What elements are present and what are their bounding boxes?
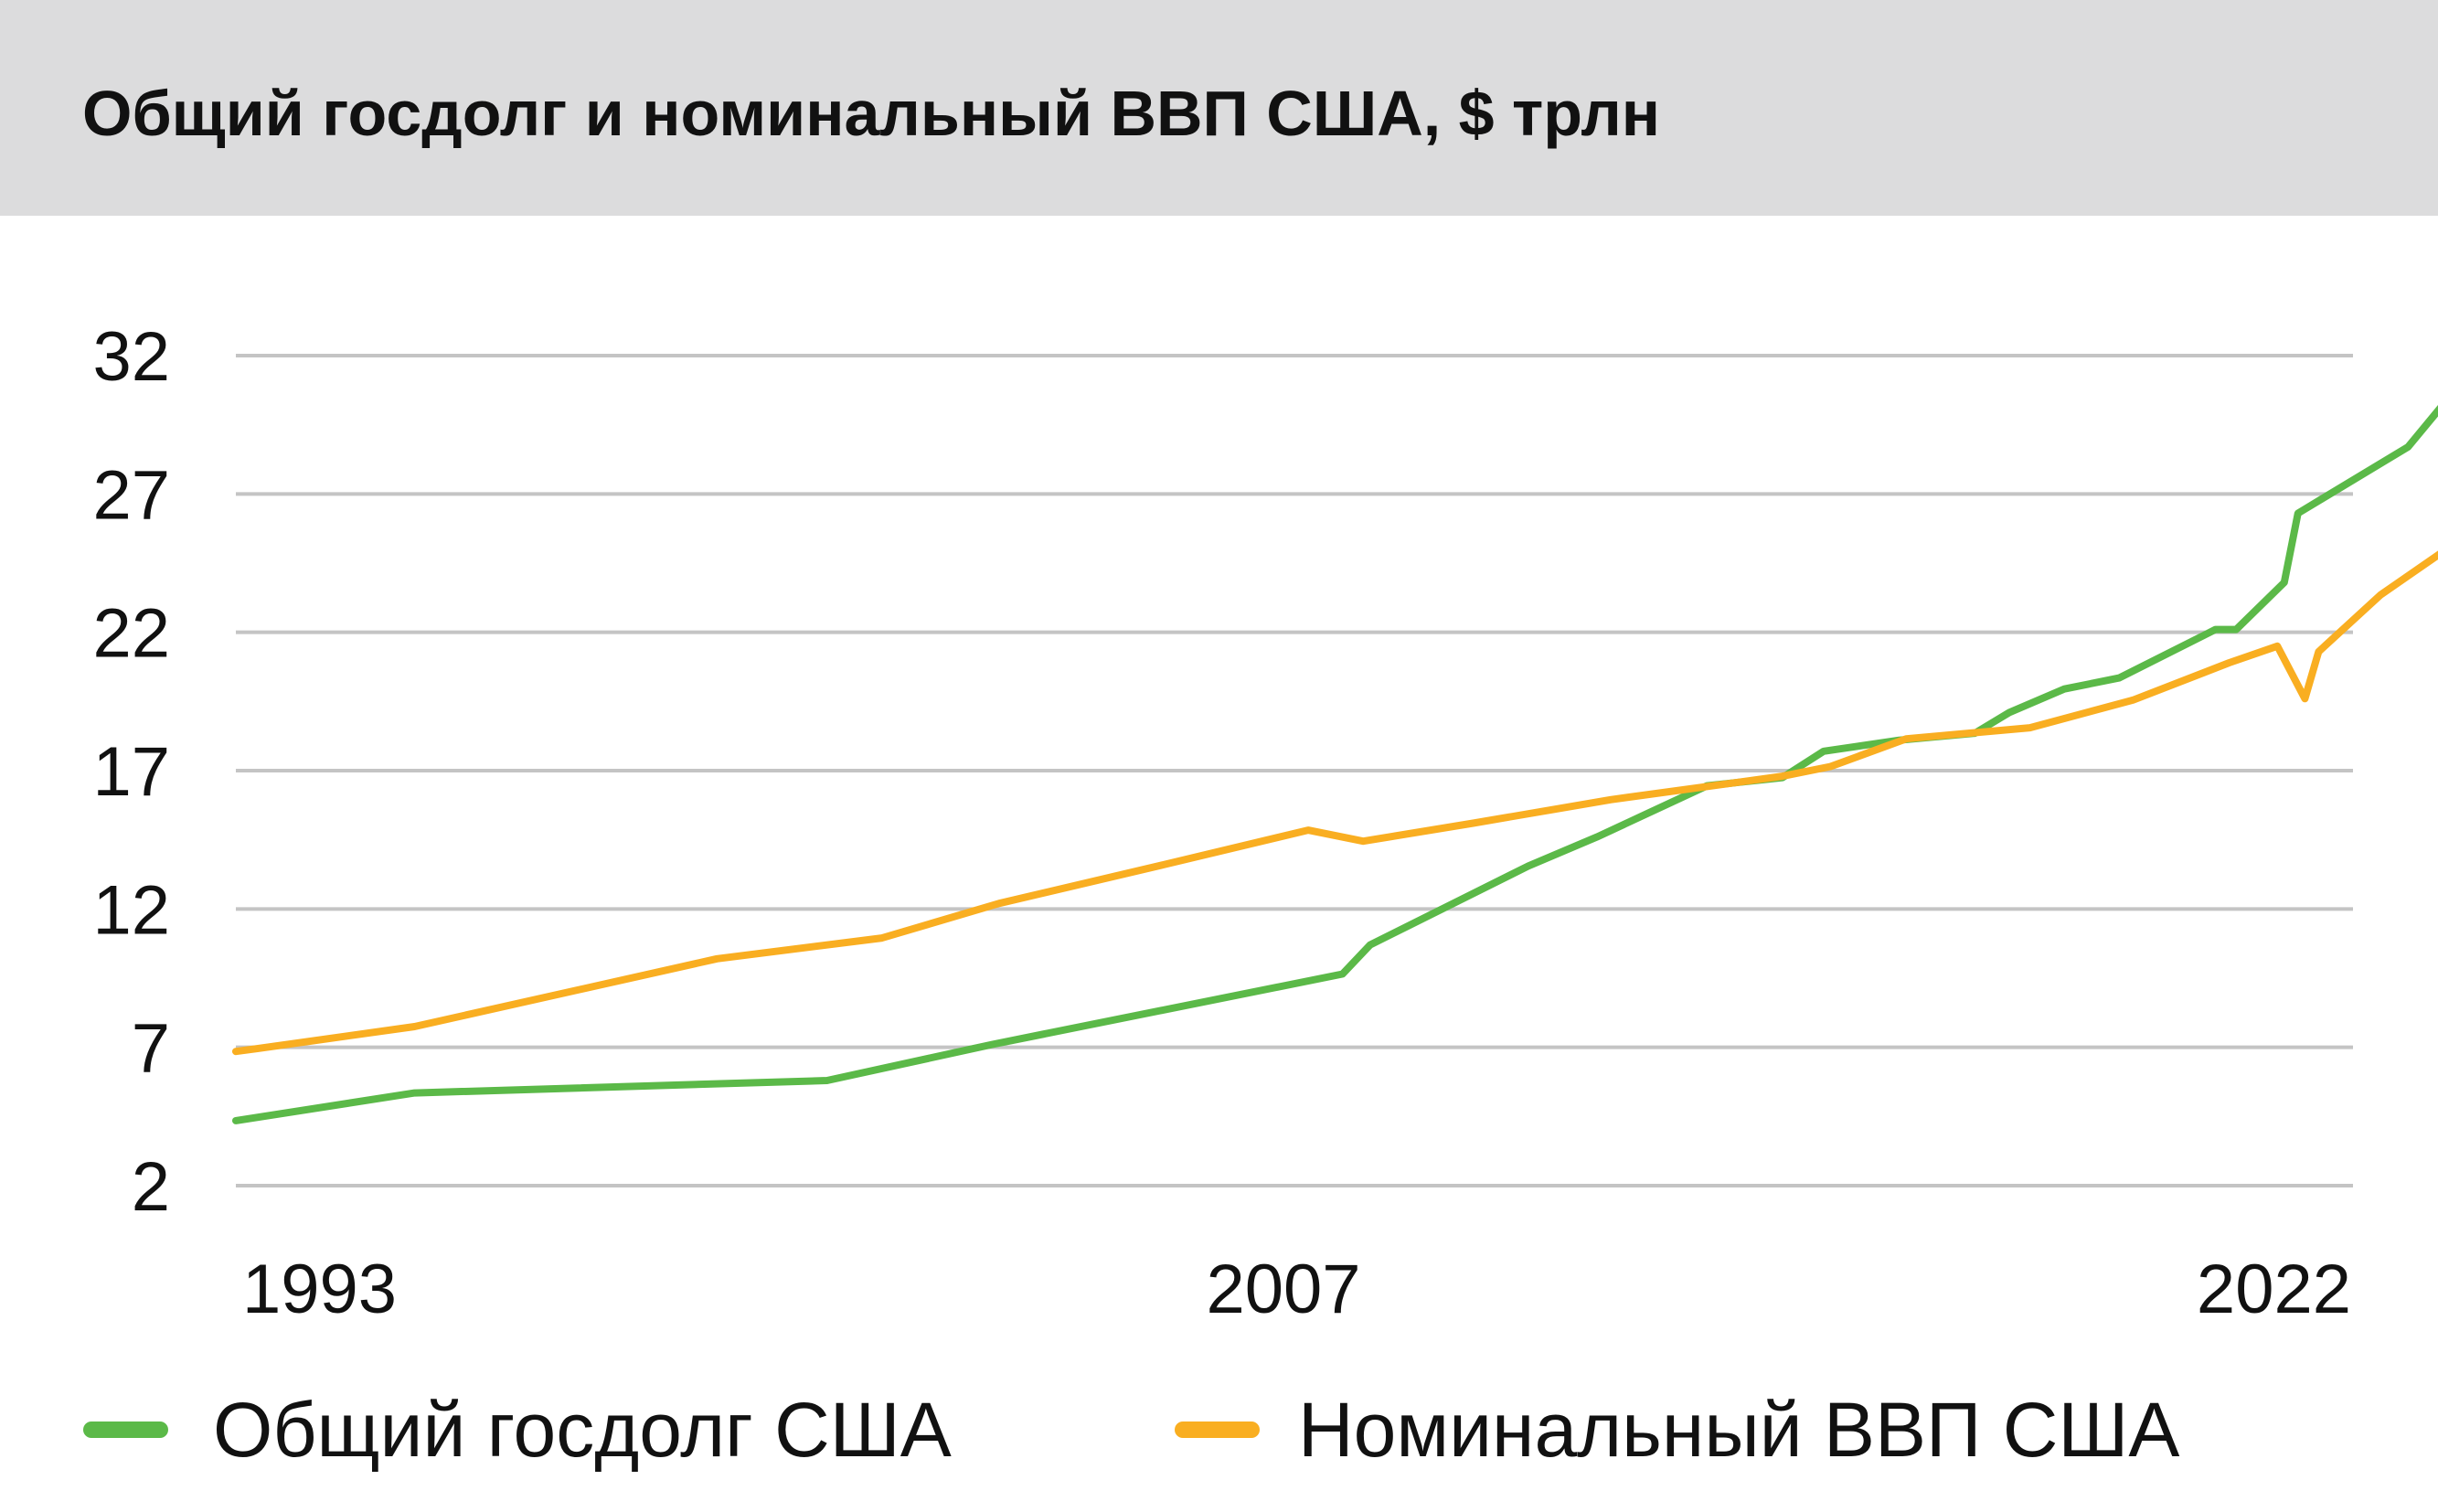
series-line-2 [232, 550, 2438, 1056]
y-tick-label: 22 [92, 595, 170, 673]
series-lines [232, 405, 2438, 1124]
y-tick-label: 7 [132, 1010, 170, 1088]
y-tick-label: 17 [92, 733, 170, 811]
legend-label: Общий госдолг США [213, 1387, 952, 1473]
legend: Общий госдолг США Номинальный ВВП США [83, 1387, 2179, 1473]
y-axis-ticks: 32 27 22 17 12 7 2 [92, 318, 170, 1226]
y-tick-label: 12 [92, 871, 170, 949]
title-band: Общий госдолг и номинальный ВВП США, $ т… [0, 0, 2438, 216]
legend-label: Номинальный ВВП США [1298, 1387, 2179, 1473]
y-tick-label: 32 [92, 318, 170, 396]
x-tick-label: 2007 [1206, 1251, 1360, 1328]
x-tick-label: 1993 [242, 1251, 397, 1328]
x-tick-label: 2022 [2197, 1251, 2351, 1328]
chart-title: Общий госдолг и номинальный ВВП США, $ т… [82, 78, 1661, 149]
y-tick-label: 27 [92, 456, 170, 534]
gridlines [236, 354, 2353, 1187]
y-tick-label: 2 [132, 1148, 170, 1226]
x-axis-ticks: 1993 2007 2022 [242, 1251, 2351, 1328]
series-line-1 [232, 405, 2438, 1124]
